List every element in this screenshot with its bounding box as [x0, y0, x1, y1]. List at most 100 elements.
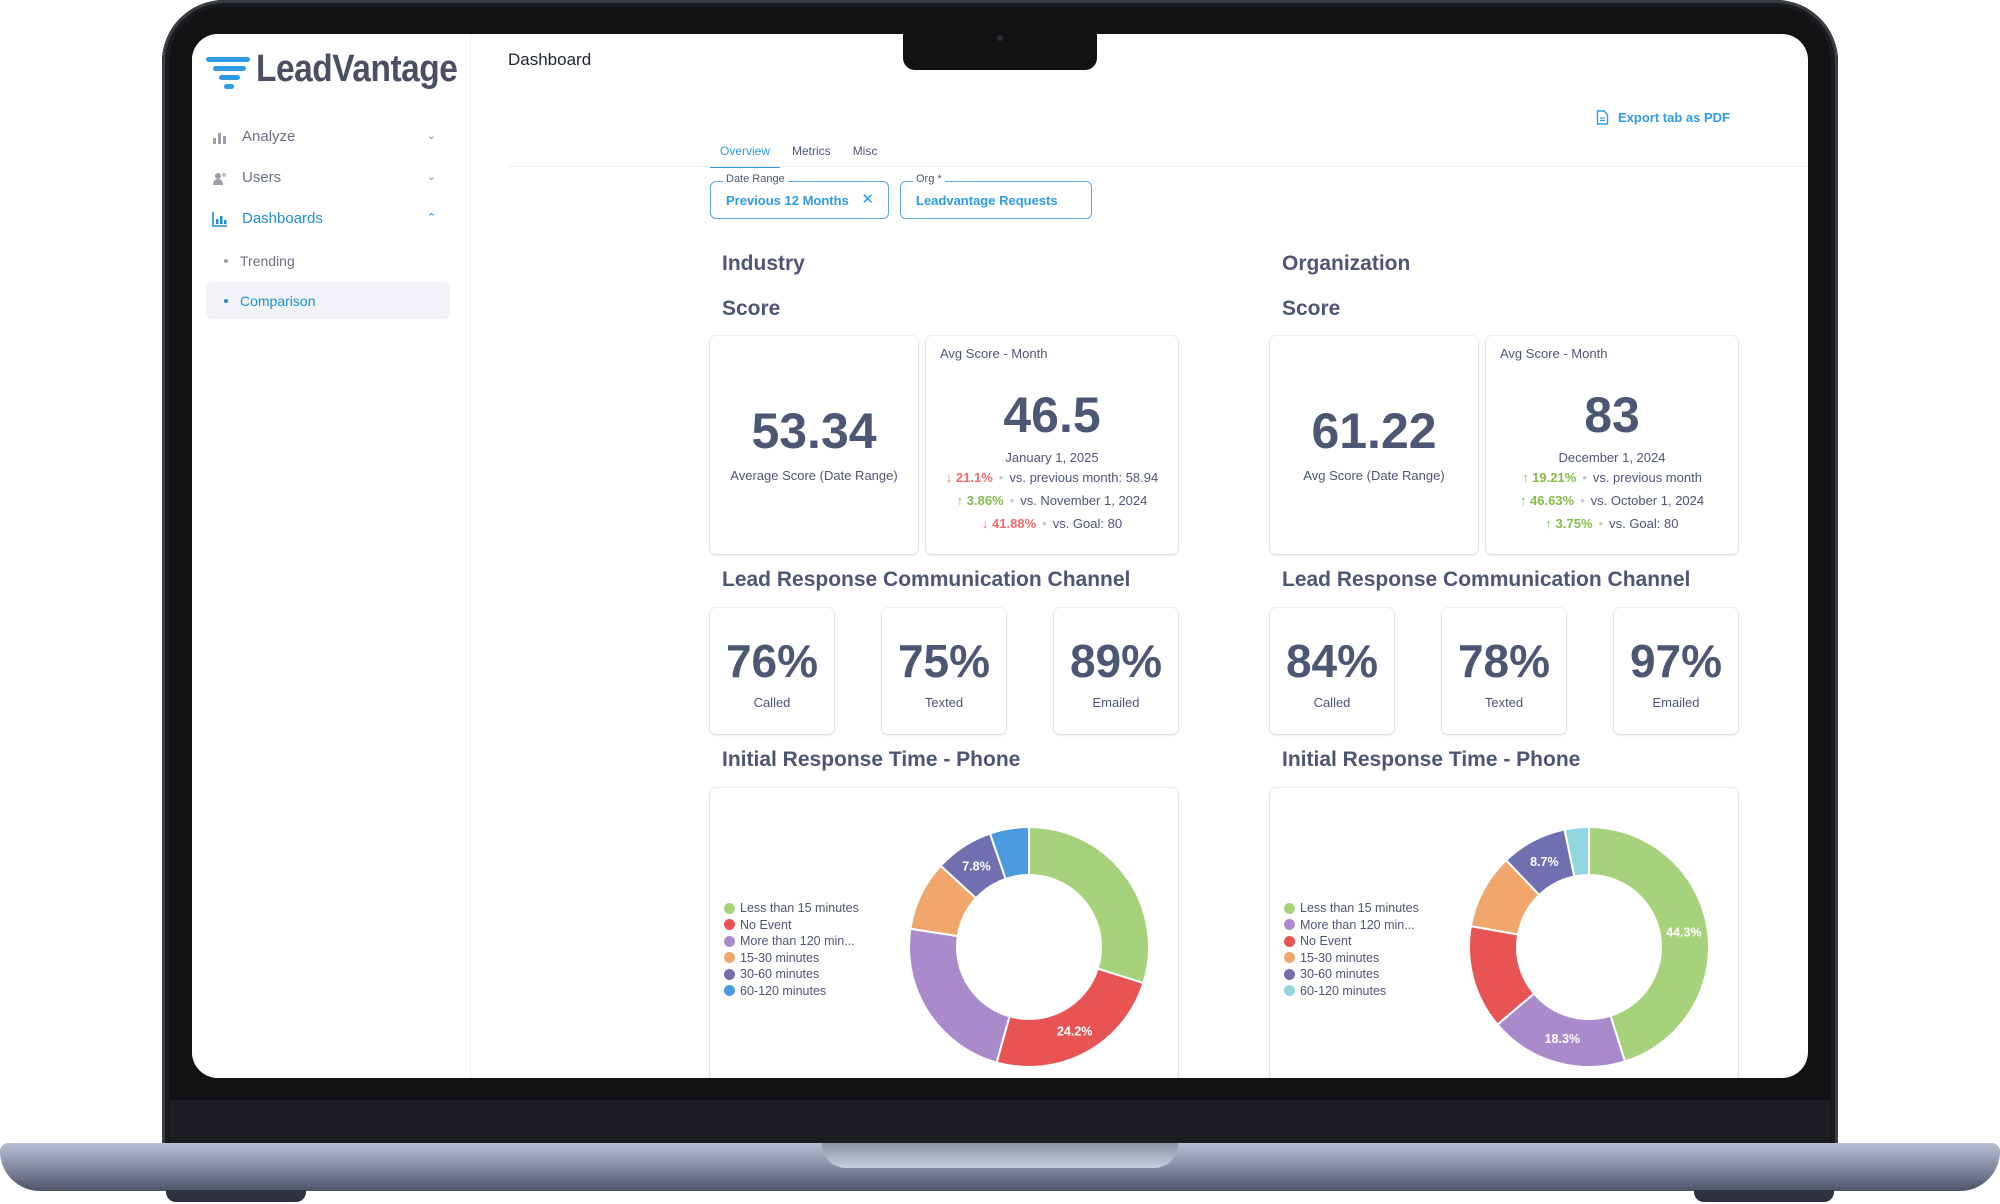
- donut-slice[interactable]: [988, 825, 1030, 881]
- trend-compare: vs. Goal: 80: [1609, 516, 1679, 531]
- channel-value: 89%: [1069, 635, 1163, 687]
- logo[interactable]: LeadVantage: [206, 48, 485, 91]
- industry-response-donut-card[interactable]: Less than 15 minutes No Event More than 12…: [710, 788, 1178, 1078]
- tab-bar: Overview Metrics Misc: [710, 138, 889, 168]
- legend-item[interactable]: 30-60 minutes: [724, 966, 859, 983]
- avg-score-label: Avg Score (Date Range): [1303, 468, 1445, 483]
- channel-label: Emailed: [1092, 695, 1140, 710]
- channel-value: 76%: [725, 635, 819, 687]
- organization-called-card[interactable]: 84% Called: [1270, 608, 1394, 734]
- arrow-up-icon: ↑: [956, 493, 964, 508]
- legend-label: More than 120 min...: [1300, 917, 1415, 932]
- legend-label: 30-60 minutes: [740, 967, 820, 982]
- legend-swatch: [724, 952, 735, 964]
- organization-avg-score-card[interactable]: 61.22 Avg Score (Date Range): [1270, 336, 1478, 554]
- card-title: Avg Score - Month: [940, 346, 1048, 361]
- filter-label: Date Range: [723, 173, 788, 185]
- month-date: January 1, 2025: [1005, 450, 1099, 465]
- donut-chart[interactable]: 44.3% 18.3% 8.7%: [1466, 824, 1712, 1070]
- chevron-down-icon: ⌄: [426, 130, 436, 142]
- trend-pct: 41.88%: [992, 516, 1037, 531]
- industry-response-title: Initial Response Time - Phone: [722, 748, 1021, 771]
- clear-icon[interactable]: ✕: [861, 191, 874, 208]
- organization-month-score-card[interactable]: Avg Score - Month 83 December 1, 2024 ↑ …: [1486, 336, 1738, 554]
- trend-row: ↓ 41.88% • vs. Goal: 80: [981, 516, 1123, 531]
- organization-texted-card[interactable]: 78% Texted: [1442, 608, 1566, 734]
- trend-compare: vs. Goal: 80: [1052, 516, 1123, 531]
- legend-item[interactable]: More than 120 min...: [1284, 917, 1419, 934]
- sidebar-item-dashboards[interactable]: Dashboards ⌃: [206, 198, 450, 239]
- trend-compare: vs. previous month: [1592, 470, 1702, 485]
- legend-swatch: [724, 968, 735, 980]
- industry-month-score-card[interactable]: Avg Score - Month 46.5 January 1, 2025 ↓…: [926, 336, 1178, 554]
- donut-data-label: 44.3%: [1666, 925, 1701, 939]
- industry-title: Industry: [722, 252, 805, 275]
- donut-slice[interactable]: [1028, 825, 1150, 985]
- legend-item[interactable]: No Event: [1284, 933, 1419, 950]
- legend-item[interactable]: 15-30 minutes: [724, 950, 859, 967]
- donut-slice[interactable]: [995, 967, 1145, 1068]
- sidebar: LeadVantage Analyze ⌄ Users ⌄: [192, 34, 471, 1078]
- legend-label: 30-60 minutes: [1300, 967, 1380, 982]
- month-score-value: 46.5: [1003, 387, 1101, 443]
- avg-score-value: 53.34: [751, 403, 877, 459]
- donut-slice[interactable]: [1588, 825, 1710, 1063]
- sidebar-item-label: Analyze: [242, 128, 296, 145]
- laptop-hinge: [170, 1100, 1830, 1144]
- sidebar-subitem-comparison[interactable]: Comparison: [206, 282, 450, 319]
- export-label: Export tab as PDF: [1618, 110, 1730, 125]
- industry-texted-card[interactable]: 75% Texted: [882, 608, 1006, 734]
- sidebar-item-users[interactable]: Users ⌄: [206, 157, 450, 198]
- legend-label: No Event: [1300, 934, 1352, 949]
- organization-emailed-card[interactable]: 97% Emailed: [1614, 608, 1738, 734]
- avg-score-label: Average Score (Date Range): [730, 468, 898, 483]
- channel-value: 84%: [1285, 635, 1379, 687]
- legend-item[interactable]: Less than 15 minutes: [724, 900, 859, 917]
- organization-channel-title: Lead Response Communication Channel: [1282, 568, 1691, 591]
- legend-label: More than 120 min...: [740, 934, 855, 949]
- legend-item[interactable]: 30-60 minutes: [1284, 966, 1419, 983]
- tab-overview[interactable]: Overview: [710, 138, 781, 168]
- legend-swatch: [1284, 968, 1295, 980]
- export-pdf-button[interactable]: Export tab as PDF: [1596, 110, 1730, 125]
- donut-slice[interactable]: [908, 927, 1011, 1064]
- sidebar-item-analyze[interactable]: Analyze ⌄: [206, 116, 450, 157]
- tab-metrics[interactable]: Metrics: [792, 144, 831, 158]
- legend-item[interactable]: Less than 15 minutes: [1284, 900, 1419, 917]
- chevron-down-icon: ⌄: [426, 171, 436, 183]
- tab-misc[interactable]: Misc: [852, 144, 878, 158]
- legend-item[interactable]: More than 120 min...: [724, 933, 859, 950]
- date-range-filter[interactable]: Date Range Previous 12 Months ✕: [710, 173, 889, 219]
- industry-avg-score-card[interactable]: 53.34 Average Score (Date Range): [710, 336, 918, 554]
- camera-notch: [903, 34, 1097, 70]
- logo-text: LeadVantage: [256, 48, 458, 90]
- legend-item[interactable]: 60-120 minutes: [724, 983, 859, 1000]
- sidebar-item-label: Dashboards: [242, 210, 323, 227]
- laptop-foot: [166, 1190, 306, 1202]
- sidebar-subitem-trending[interactable]: Trending: [206, 242, 450, 279]
- industry-emailed-card[interactable]: 89% Emailed: [1054, 608, 1178, 734]
- industry-called-card[interactable]: 76% Called: [710, 608, 834, 734]
- arrow-up-icon: ↑: [1519, 493, 1527, 508]
- trend-row: ↓ 21.1% • vs. previous month: 58.94: [945, 470, 1159, 485]
- chart-legend: Less than 15 minutes No Event More than 12…: [724, 900, 859, 999]
- arrow-up-icon: ↑: [1522, 470, 1529, 485]
- month-score-value: 83: [1584, 387, 1640, 443]
- donut-data-label: 8.7%: [1530, 855, 1559, 869]
- legend-swatch: [1284, 902, 1295, 914]
- trend-pct: 3.75%: [1555, 516, 1593, 531]
- legend-swatch: [1284, 985, 1295, 997]
- trend-row: ↑ 46.63% • vs. October 1, 2024: [1519, 493, 1705, 508]
- legend-item[interactable]: 15-30 minutes: [1284, 950, 1419, 967]
- donut-data-label: 24.2%: [1057, 1024, 1092, 1038]
- donut-slice[interactable]: [1563, 825, 1590, 878]
- organization-response-donut-card[interactable]: Less than 15 minutes More than 120 min...…: [1270, 788, 1738, 1078]
- org-filter[interactable]: Org * Leadvantage Requests: [900, 173, 1092, 219]
- channel-label: Called: [1313, 695, 1351, 710]
- legend-label: Less than 15 minutes: [1300, 901, 1419, 916]
- avg-score-value: 61.22: [1311, 403, 1437, 459]
- legend-item[interactable]: No Event: [724, 917, 859, 934]
- divider: [508, 166, 1808, 167]
- donut-chart[interactable]: 24.2% 7.8%: [906, 824, 1152, 1070]
- legend-item[interactable]: 60-120 minutes: [1284, 983, 1419, 1000]
